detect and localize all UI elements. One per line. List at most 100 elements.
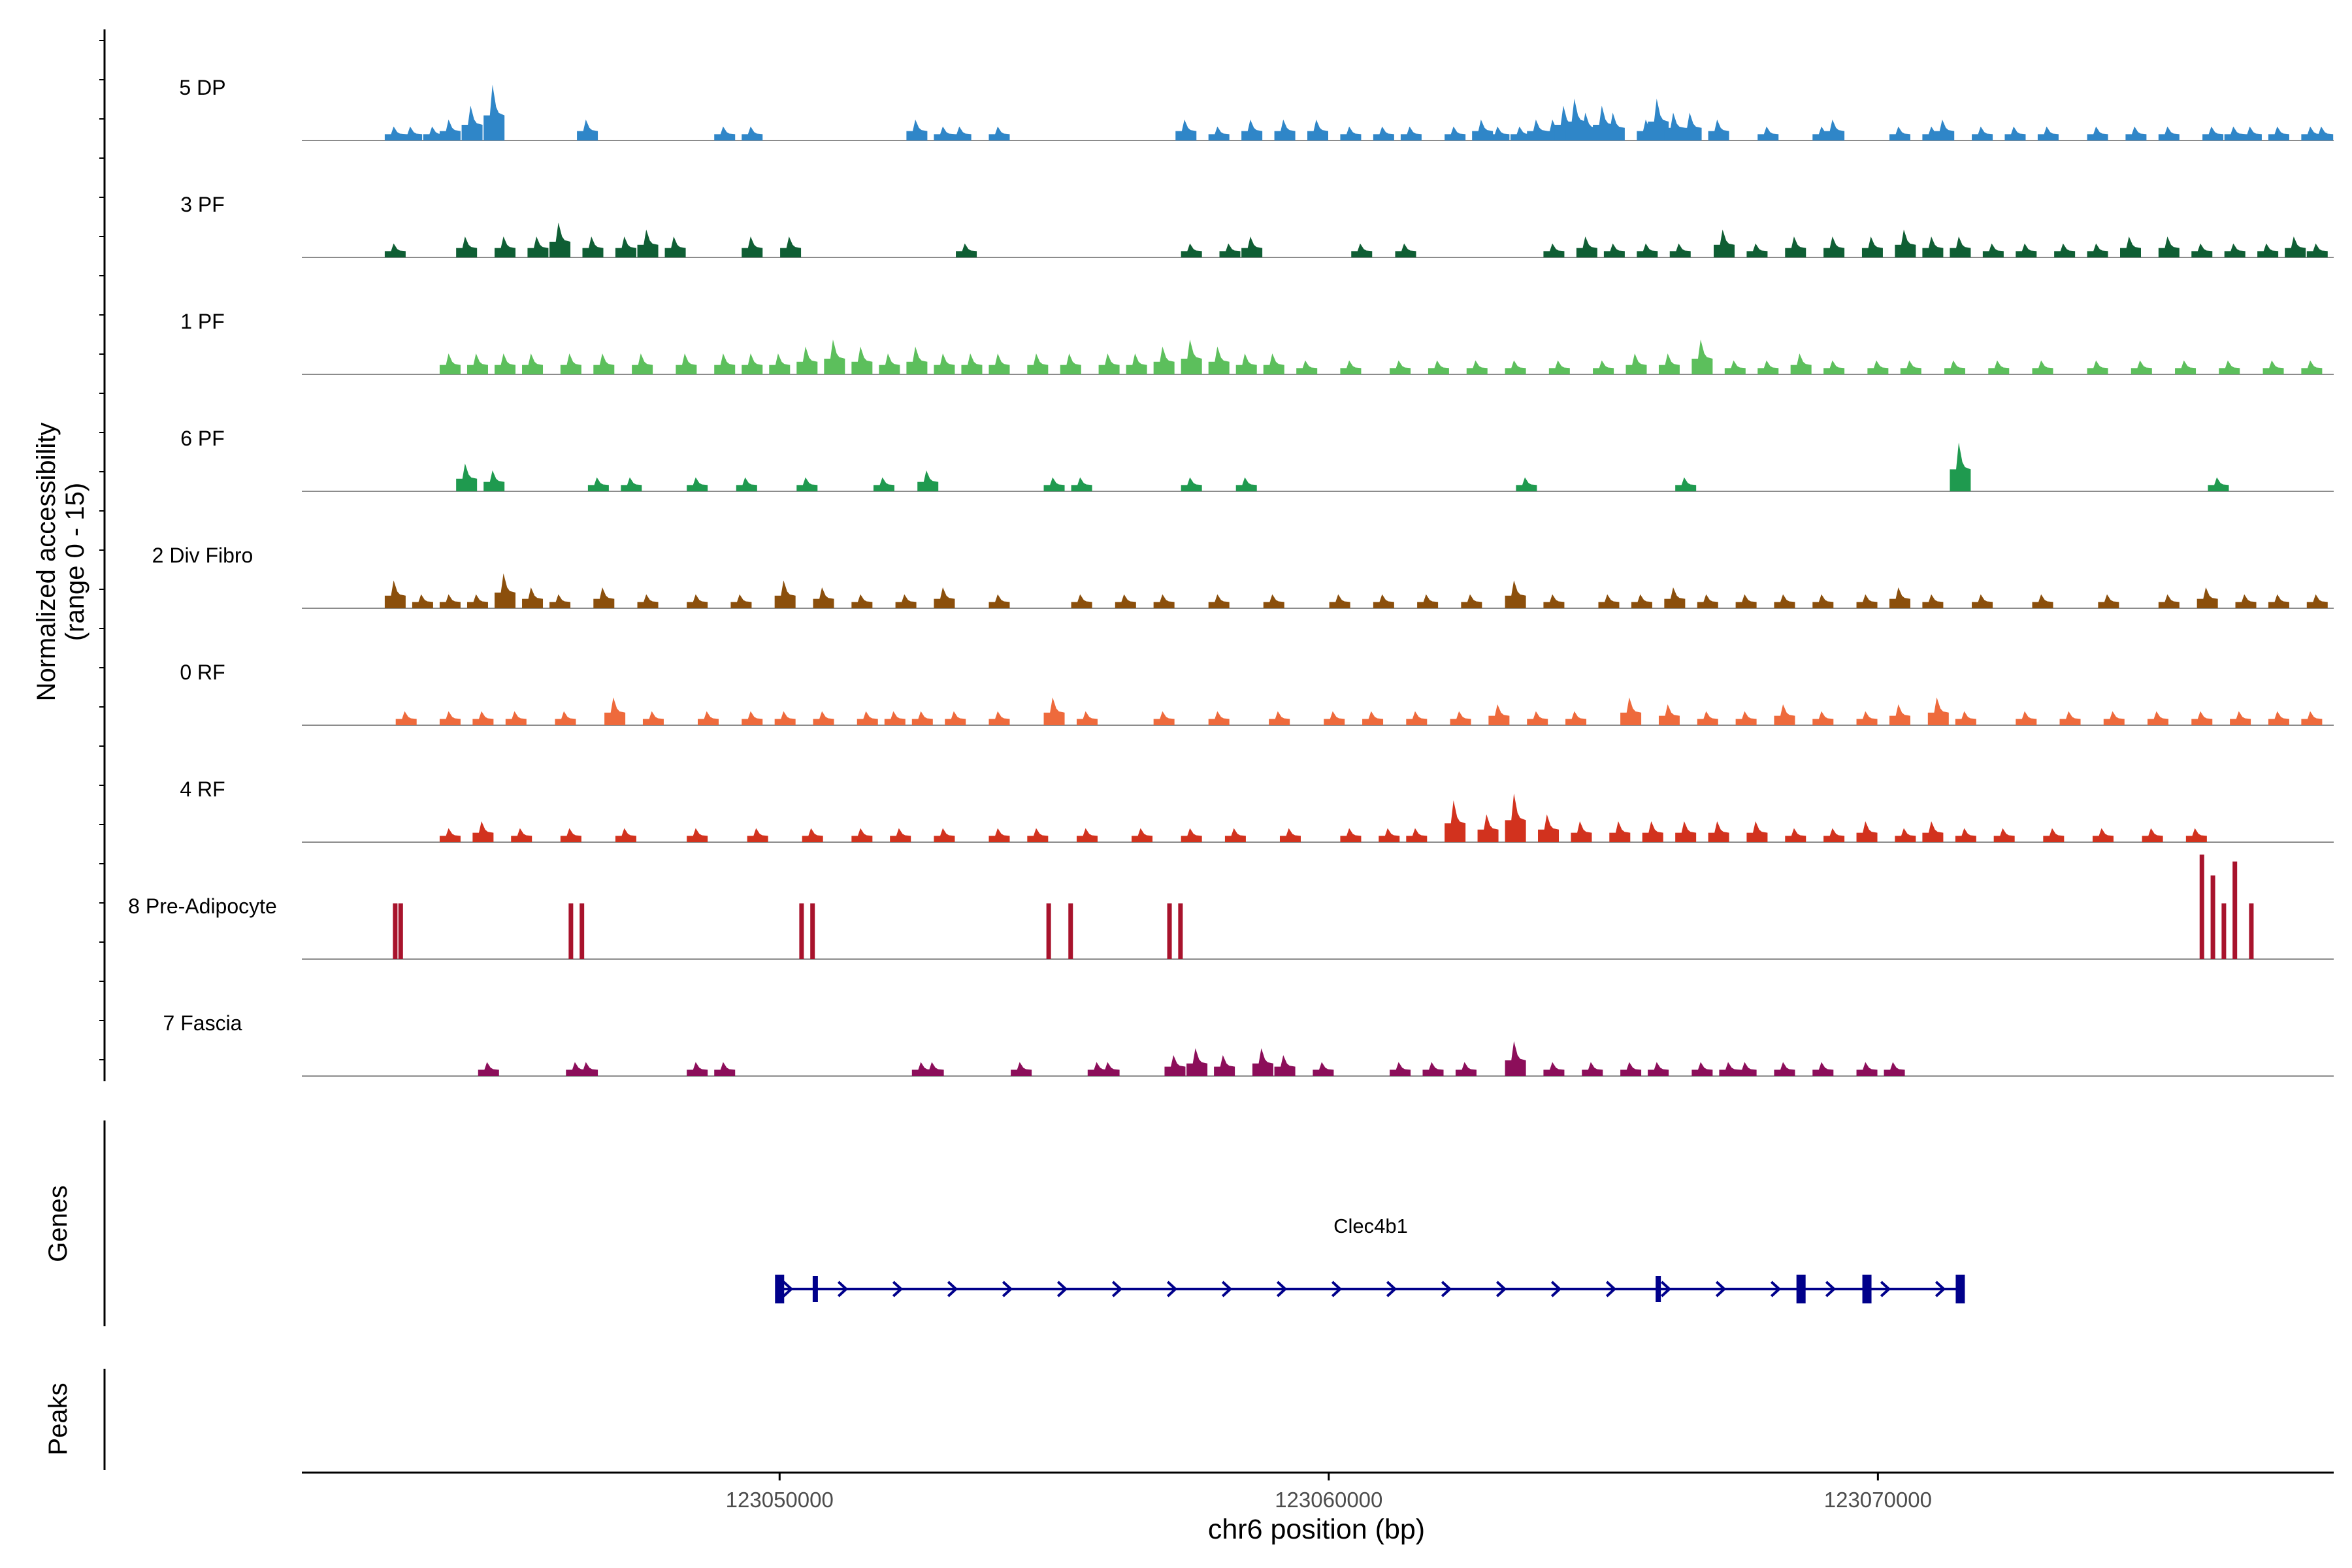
coverage-peak xyxy=(1505,360,1526,374)
strand-arrow xyxy=(1386,1281,1397,1298)
coverage-peak xyxy=(1252,1048,1273,1076)
coverage-peak xyxy=(1856,1062,1878,1076)
coverage-peak xyxy=(577,1062,598,1076)
coverage-peak xyxy=(1648,99,1669,140)
coverage-peak xyxy=(851,594,873,608)
strand-arrow xyxy=(1880,1281,1891,1298)
coverage-peak xyxy=(2016,711,2037,725)
strand-arrow xyxy=(1002,1281,1013,1298)
coverage-peak xyxy=(796,346,818,374)
gene-exon xyxy=(1862,1275,1872,1303)
coverage-peak xyxy=(664,237,686,257)
track-label: 1 PF xyxy=(180,310,225,333)
coverage-peak xyxy=(2199,855,2204,959)
coverage-peak xyxy=(769,353,791,374)
coverage-peak xyxy=(1340,828,1362,842)
strand-arrow xyxy=(1111,1281,1123,1298)
coverage-peak xyxy=(857,711,878,725)
coverage-peak xyxy=(714,1062,736,1076)
coverage-peak xyxy=(593,353,615,374)
coverage-peak xyxy=(1955,828,1976,842)
coverage-peak xyxy=(1648,1062,1669,1076)
coverage-peak xyxy=(495,237,515,257)
coverage-peak xyxy=(1548,360,1570,374)
coverage-peak xyxy=(587,477,609,491)
coverage-peak xyxy=(1565,711,1587,725)
track-4-rf: 4 RF xyxy=(180,777,2334,843)
coverage-peak xyxy=(1241,237,1263,257)
coverage-peak xyxy=(1071,477,1092,491)
coverage-peak xyxy=(742,711,763,725)
coverage-peak xyxy=(1785,237,1806,257)
coverage-peak xyxy=(2262,360,2284,374)
coverage-peak xyxy=(615,237,636,257)
coverage-peak xyxy=(1461,594,1482,608)
coverage-peak xyxy=(549,222,571,257)
track-0-rf: 0 RF xyxy=(180,661,2334,726)
coverage-peak xyxy=(988,711,1010,725)
coverage-peak xyxy=(2191,711,2213,725)
coverage-peak xyxy=(2301,711,2323,725)
coverage-peak xyxy=(1516,477,1537,491)
coverage-peak xyxy=(1895,828,1916,842)
coverage-peak xyxy=(1373,594,1394,608)
coverage-peak xyxy=(1757,360,1779,374)
coverage-peak xyxy=(1466,360,1488,374)
coverage-peak xyxy=(906,120,928,140)
strand-arrow xyxy=(947,1281,958,1298)
coverage-peak xyxy=(911,711,933,725)
coverage-peak xyxy=(1274,120,1296,140)
coverage-peak xyxy=(813,587,834,608)
coverage-peak xyxy=(1527,120,1548,140)
coverage-peak xyxy=(1164,1055,1186,1076)
coverage-peak xyxy=(1746,821,1768,842)
coverage-peak xyxy=(1823,828,1845,842)
coverage-peak xyxy=(478,1062,499,1076)
coverage-peak xyxy=(1680,112,1702,140)
coverage-peak xyxy=(2004,126,2026,140)
coverage-peak xyxy=(1735,594,1757,608)
coverage-peak xyxy=(1543,243,1565,257)
coverage-peak xyxy=(2087,243,2108,257)
coverage-peak xyxy=(1011,1062,1032,1076)
y-axis-title-line2: (range 0 - 15) xyxy=(61,483,90,641)
coverage-peak xyxy=(1812,711,1834,725)
coverage-peak xyxy=(879,353,900,374)
strand-arrow xyxy=(1660,1281,1672,1298)
coverage-peak xyxy=(742,126,763,140)
coverage-peak xyxy=(2032,594,2053,608)
coverage-peak xyxy=(2087,126,2108,140)
coverage-peak xyxy=(687,1062,708,1076)
coverage-peak xyxy=(1269,711,1290,725)
coverage-peak xyxy=(495,353,515,374)
coverage-peak xyxy=(2224,126,2246,140)
coverage-peak xyxy=(2249,903,2254,959)
coverage-peak xyxy=(1181,477,1202,491)
coverage-peak xyxy=(560,828,581,842)
coverage-peak xyxy=(395,711,417,725)
coverage-peak xyxy=(1076,711,1098,725)
coverage-peak xyxy=(472,711,494,725)
coverage-peak xyxy=(1390,360,1411,374)
coverage-peak xyxy=(934,587,955,608)
coverage-peak xyxy=(1609,821,1631,842)
gene-exon xyxy=(812,1276,818,1302)
coverage-peak xyxy=(1263,353,1284,374)
coverage-peak xyxy=(568,903,574,959)
coverage-peak xyxy=(1637,243,1658,257)
coverage-peak xyxy=(1823,237,1845,257)
coverage-peak xyxy=(1428,360,1449,374)
coverage-peak xyxy=(851,828,873,842)
coverage-peak xyxy=(439,594,461,608)
track-label: 6 PF xyxy=(180,427,225,450)
coverage-peak xyxy=(1593,105,1614,140)
coverage-peak xyxy=(1235,353,1257,374)
coverage-peak xyxy=(1153,346,1175,374)
coverage-peak xyxy=(730,594,752,608)
coverage-peak xyxy=(1153,711,1175,725)
coverage-peak xyxy=(1043,477,1065,491)
strand-arrow xyxy=(1221,1281,1233,1298)
coverage-peak xyxy=(384,126,406,140)
coverage-peak xyxy=(1790,353,1812,374)
coverage-peak xyxy=(1708,120,1729,140)
